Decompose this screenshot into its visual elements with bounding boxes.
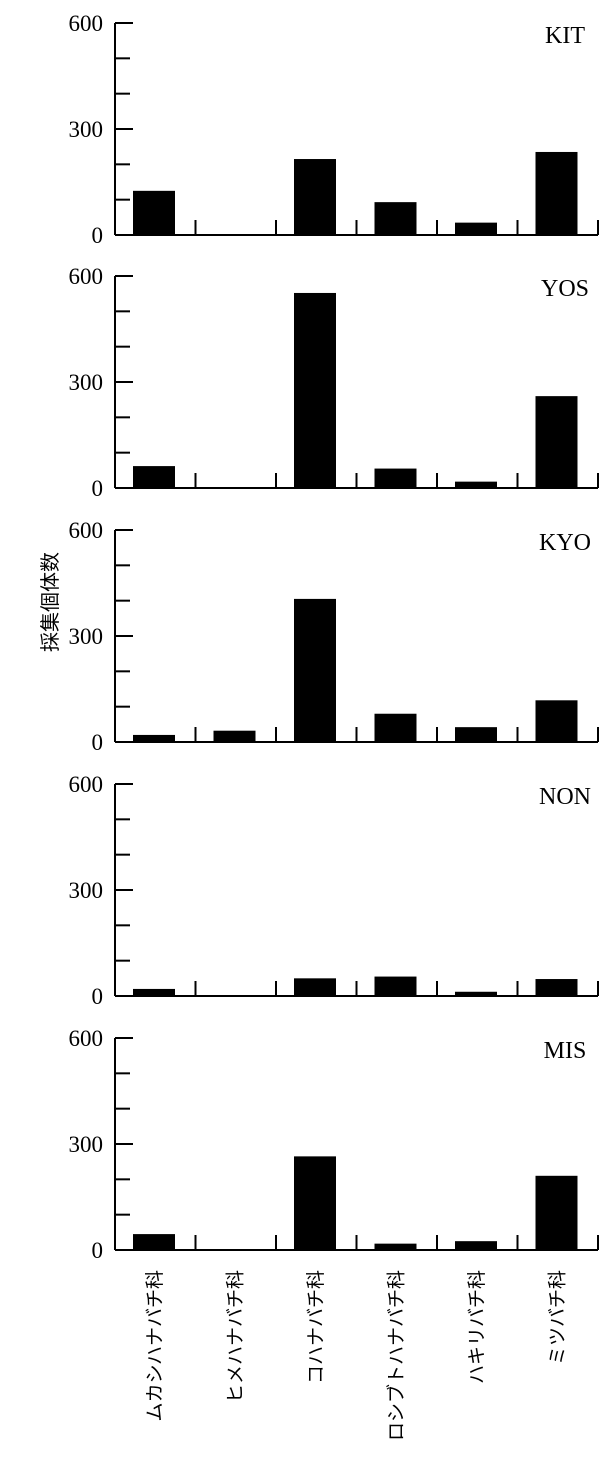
bar-kyo-3	[374, 713, 417, 742]
panel-mis: 0 300 600 MIS	[69, 1026, 599, 1263]
x-category-label: ヒメハナバチ科	[225, 1270, 247, 1403]
bar-non-0	[133, 988, 175, 996]
y-tick-label: 0	[92, 476, 104, 501]
bar-yos-4	[455, 481, 497, 488]
y-tick-label: 0	[92, 223, 104, 248]
bar-kyo-1	[213, 730, 256, 742]
bar-kit-4	[455, 222, 497, 235]
y-tick-label: 300	[69, 1132, 104, 1157]
panel-kit: 0 300 600 KIT	[69, 11, 599, 248]
x-category-label: コハナバチ科	[305, 1270, 327, 1384]
bar-mis-3	[374, 1243, 417, 1250]
y-tick-label: 300	[69, 370, 104, 395]
bar-mis-4	[455, 1241, 497, 1250]
bar-mis-5	[535, 1175, 578, 1250]
bar-yos-3	[374, 468, 417, 488]
bar-mis-0	[133, 1234, 175, 1250]
bar-yos-0	[133, 466, 175, 488]
bar-kit-3	[374, 202, 417, 235]
panel-label: KYO	[539, 530, 591, 556]
x-category-label: ロシブトハナバチ科	[385, 1270, 408, 1441]
bar-kyo-5	[535, 700, 578, 742]
x-category-labels: ムカシハナバチ科 ヒメハナバチ科 コハナバチ科 ロシブトハナバチ科 ハキリバチ科 ミツバチ…	[144, 1270, 569, 1441]
y-tick-label: 300	[69, 878, 104, 903]
panel-label: NON	[539, 784, 591, 810]
bar-kit-0	[133, 190, 175, 235]
bar-kyo-2	[294, 598, 336, 742]
y-tick-label: 300	[69, 117, 104, 142]
panel-label: YOS	[541, 276, 589, 302]
panel-yos: 0 300 600 YOS	[69, 264, 599, 501]
y-tick-label: 600	[69, 772, 104, 797]
bar-kit-2	[294, 159, 336, 235]
chart-panels: 0 300 600 KIT 0 300 600 YOS 0 300 600 KYO 0 300 600 NON…	[69, 11, 599, 1441]
bar-yos-5	[535, 396, 578, 488]
y-tick-label: 600	[69, 264, 104, 289]
bar-kyo-4	[455, 727, 497, 742]
bar-non-3	[374, 976, 417, 996]
y-axis-label: 採集個体数	[38, 552, 62, 652]
bar-non-4	[455, 991, 497, 996]
x-category-label: ハキリバチ科	[466, 1270, 488, 1384]
bar-yos-2	[294, 292, 336, 488]
bar-mis-2	[294, 1156, 336, 1250]
panel-label: KIT	[545, 23, 585, 49]
bar-kit-5	[535, 151, 578, 235]
y-tick-label: 0	[92, 730, 104, 755]
y-tick-label: 0	[92, 1238, 104, 1263]
panel-kyo: 0 300 600 KYO	[69, 518, 599, 755]
panel-non: 0 300 600 NON	[69, 772, 599, 1009]
bar-non-5	[535, 979, 578, 996]
y-tick-label: 0	[92, 984, 104, 1009]
x-category-label: ムカシハナバチ科	[144, 1270, 166, 1421]
y-tick-label: 600	[69, 1026, 104, 1051]
y-tick-label: 600	[69, 518, 104, 543]
panel-label: MIS	[544, 1038, 587, 1064]
y-tick-label: 600	[69, 11, 104, 36]
y-tick-label: 300	[69, 624, 104, 649]
bar-non-2	[294, 978, 336, 996]
x-category-label: ミツバチ科	[547, 1270, 569, 1365]
bar-kyo-0	[133, 734, 175, 742]
